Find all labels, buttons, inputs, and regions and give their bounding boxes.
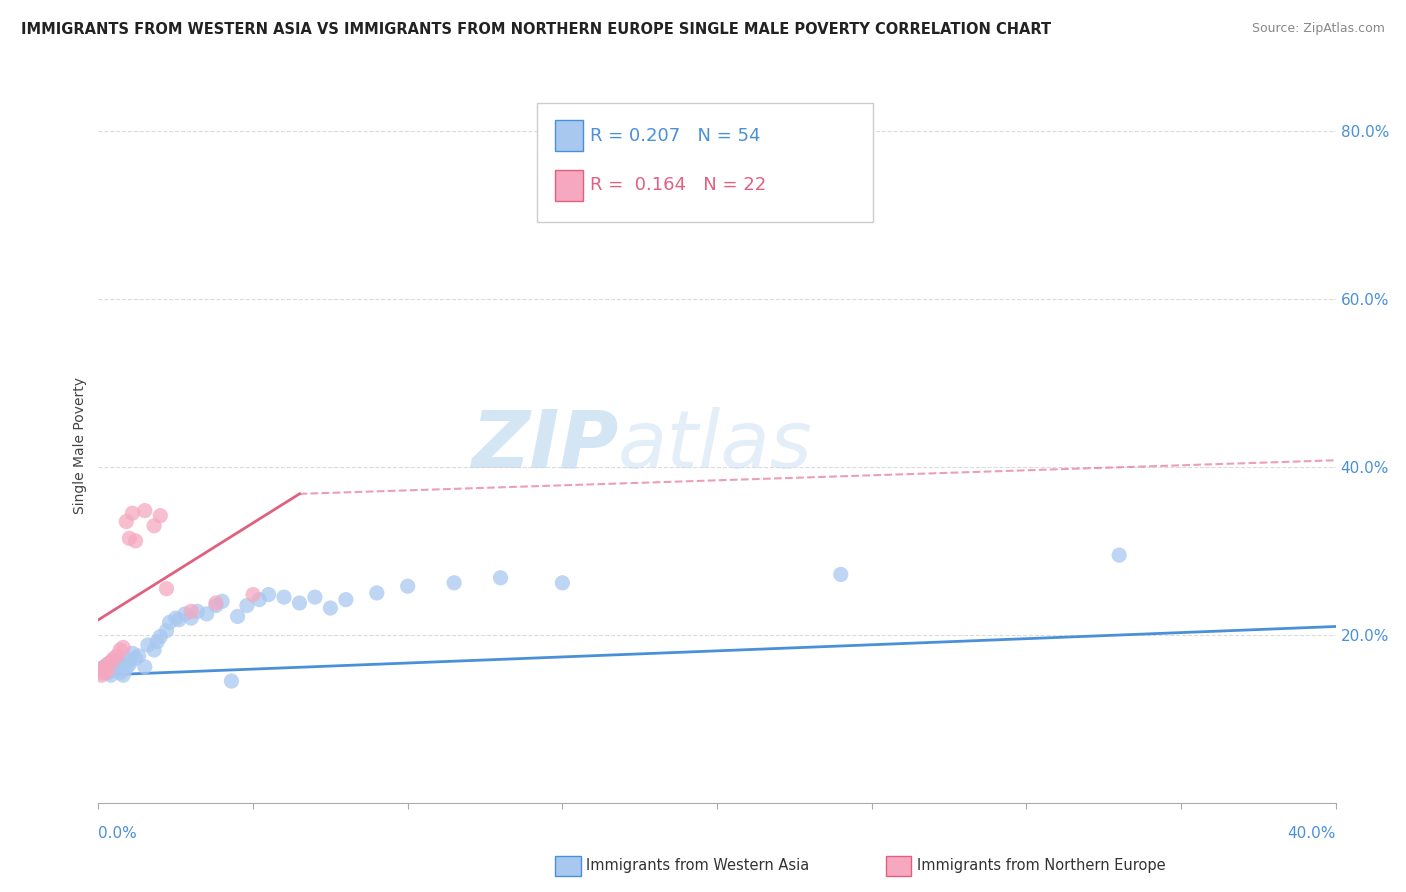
Point xyxy=(134,503,156,517)
Point xyxy=(335,592,357,607)
Point xyxy=(121,506,143,520)
Y-axis label: Single Male Poverty: Single Male Poverty xyxy=(73,377,87,515)
Point xyxy=(118,653,141,667)
Point xyxy=(205,596,228,610)
Point xyxy=(211,594,233,608)
Point xyxy=(112,640,135,655)
Point xyxy=(257,588,280,602)
Point xyxy=(143,643,166,657)
Point xyxy=(236,599,259,613)
Point xyxy=(115,661,138,675)
Point xyxy=(100,655,122,669)
Point xyxy=(90,668,112,682)
Text: R =  0.164   N = 22: R = 0.164 N = 22 xyxy=(591,177,766,194)
Text: Source: ZipAtlas.com: Source: ZipAtlas.com xyxy=(1251,22,1385,36)
Text: 0.0%: 0.0% xyxy=(98,826,138,841)
Text: ZIP: ZIP xyxy=(471,407,619,485)
Point xyxy=(186,604,208,618)
Point xyxy=(167,613,190,627)
Point xyxy=(366,586,388,600)
Point xyxy=(100,668,122,682)
Point xyxy=(115,515,138,529)
Point xyxy=(118,657,141,672)
Point xyxy=(108,643,131,657)
Point xyxy=(174,607,197,621)
Point xyxy=(273,590,295,604)
Point xyxy=(118,532,141,546)
Point xyxy=(396,579,419,593)
Point xyxy=(93,663,115,677)
Point xyxy=(112,668,135,682)
Point xyxy=(103,657,125,672)
Point xyxy=(108,665,131,680)
Point xyxy=(304,590,326,604)
Point xyxy=(90,661,112,675)
Point xyxy=(90,663,112,677)
Point xyxy=(97,663,120,677)
Point xyxy=(180,604,202,618)
Point xyxy=(146,634,169,648)
Text: R = 0.207   N = 54: R = 0.207 N = 54 xyxy=(591,127,761,145)
Text: IMMIGRANTS FROM WESTERN ASIA VS IMMIGRANTS FROM NORTHERN EUROPE SINGLE MALE POVE: IMMIGRANTS FROM WESTERN ASIA VS IMMIGRAN… xyxy=(21,22,1052,37)
Point xyxy=(97,657,120,672)
Point xyxy=(159,615,181,630)
Point xyxy=(103,651,125,665)
Point xyxy=(149,630,172,644)
Point xyxy=(93,665,115,680)
Point xyxy=(134,660,156,674)
Point xyxy=(124,651,146,665)
Point xyxy=(1108,548,1130,562)
Point xyxy=(180,611,202,625)
Text: atlas: atlas xyxy=(619,407,813,485)
Point xyxy=(128,648,150,663)
Point xyxy=(155,624,177,638)
Point xyxy=(97,665,120,680)
Point xyxy=(319,601,342,615)
Point xyxy=(149,508,172,523)
Point xyxy=(105,655,128,669)
Point xyxy=(242,588,264,602)
Point xyxy=(121,646,143,660)
Point xyxy=(105,663,128,677)
Point xyxy=(93,660,115,674)
Point xyxy=(93,660,115,674)
Point xyxy=(103,661,125,675)
Point xyxy=(165,611,187,625)
Point xyxy=(443,575,465,590)
Point xyxy=(143,518,166,533)
Point xyxy=(97,657,120,672)
Point xyxy=(830,567,852,582)
Point xyxy=(195,607,218,621)
Point xyxy=(103,653,125,667)
Point xyxy=(90,665,112,680)
Point xyxy=(221,674,243,689)
Point xyxy=(489,571,512,585)
Text: Immigrants from Western Asia: Immigrants from Western Asia xyxy=(586,858,810,872)
Point xyxy=(205,599,228,613)
Point xyxy=(155,582,177,596)
Point xyxy=(247,592,270,607)
Point xyxy=(108,655,131,669)
Point xyxy=(226,609,249,624)
Point xyxy=(105,648,128,663)
Point xyxy=(124,533,146,548)
Text: 40.0%: 40.0% xyxy=(1288,826,1336,841)
Point xyxy=(551,575,574,590)
Text: Immigrants from Northern Europe: Immigrants from Northern Europe xyxy=(917,858,1166,872)
Point xyxy=(288,596,311,610)
Point xyxy=(100,663,122,677)
Point xyxy=(136,638,159,652)
